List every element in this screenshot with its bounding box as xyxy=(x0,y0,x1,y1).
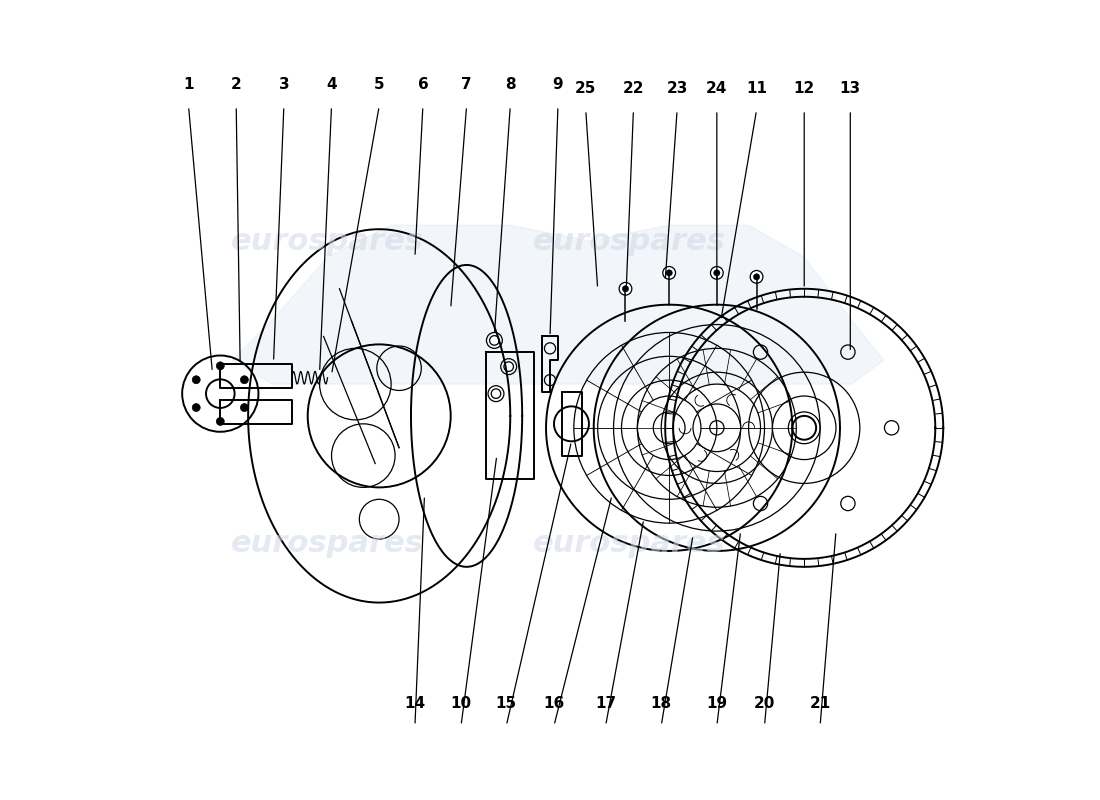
Circle shape xyxy=(492,389,500,398)
Text: eurospares: eurospares xyxy=(534,226,726,256)
Text: 8: 8 xyxy=(505,77,516,92)
Text: 20: 20 xyxy=(754,697,776,711)
Text: 14: 14 xyxy=(405,697,426,711)
Text: 12: 12 xyxy=(793,81,815,96)
Text: 22: 22 xyxy=(623,81,645,96)
Text: 24: 24 xyxy=(706,81,727,96)
Circle shape xyxy=(490,336,499,345)
Text: 18: 18 xyxy=(651,697,672,711)
Text: 3: 3 xyxy=(278,77,289,92)
Circle shape xyxy=(217,418,224,426)
Circle shape xyxy=(504,362,514,371)
Text: 1: 1 xyxy=(184,77,194,92)
Circle shape xyxy=(714,270,720,276)
Circle shape xyxy=(666,270,672,276)
Circle shape xyxy=(217,362,224,370)
Circle shape xyxy=(754,274,760,280)
Text: 13: 13 xyxy=(839,81,861,96)
Text: 21: 21 xyxy=(810,697,830,711)
Text: 7: 7 xyxy=(461,77,472,92)
Polygon shape xyxy=(232,226,883,384)
Circle shape xyxy=(711,266,723,279)
Text: eurospares: eurospares xyxy=(534,529,726,558)
Circle shape xyxy=(623,286,629,292)
Text: 19: 19 xyxy=(706,697,727,711)
Text: 15: 15 xyxy=(496,697,517,711)
Circle shape xyxy=(663,266,675,279)
Text: 2: 2 xyxy=(231,77,242,92)
Text: 9: 9 xyxy=(552,77,563,92)
Text: 23: 23 xyxy=(667,81,688,96)
Circle shape xyxy=(192,403,200,411)
Text: 11: 11 xyxy=(746,81,767,96)
Text: 10: 10 xyxy=(451,697,472,711)
Text: 25: 25 xyxy=(575,81,596,96)
Circle shape xyxy=(619,282,631,295)
Text: 6: 6 xyxy=(418,77,428,92)
Text: eurospares: eurospares xyxy=(231,226,424,256)
Text: 17: 17 xyxy=(595,697,616,711)
Circle shape xyxy=(241,376,249,384)
Text: 16: 16 xyxy=(543,697,564,711)
Text: 4: 4 xyxy=(327,77,337,92)
Circle shape xyxy=(192,376,200,384)
Text: eurospares: eurospares xyxy=(231,529,424,558)
Text: 5: 5 xyxy=(374,77,385,92)
Circle shape xyxy=(750,270,763,283)
Circle shape xyxy=(241,403,249,411)
